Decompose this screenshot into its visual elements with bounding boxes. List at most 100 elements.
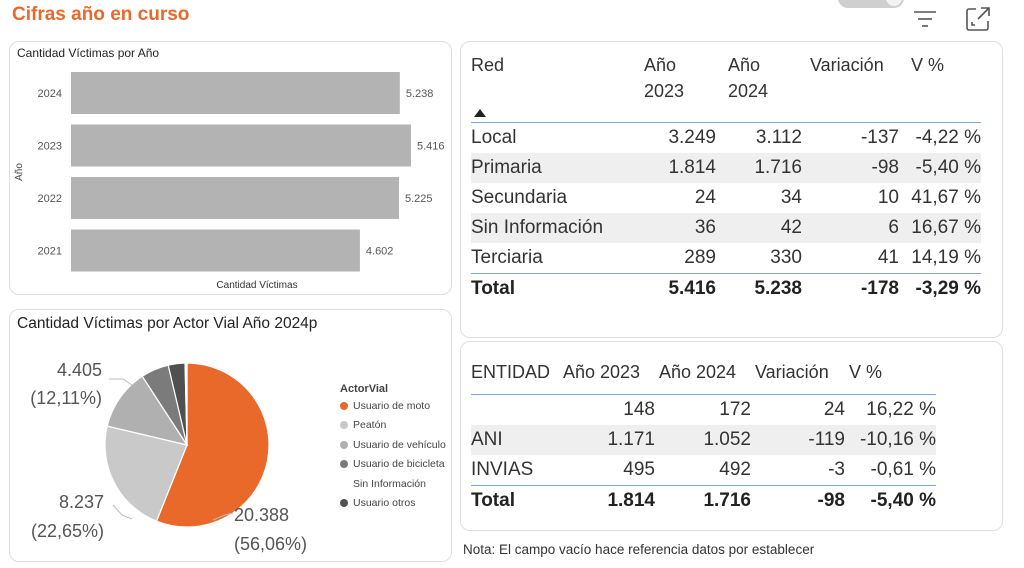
red-table: Red Año 2023 Año 2024 Variación V % Local 3… [471, 52, 981, 304]
cell: -98 [802, 153, 899, 183]
table-row[interactable]: Sin Información 36 42 6 16,67 % [471, 213, 981, 243]
cell: Total [471, 490, 515, 511]
cell: -5,40 % [870, 490, 936, 511]
cell: Terciaria [471, 247, 543, 268]
cell: -4,22 % [915, 127, 981, 148]
cell: -10,16 % [845, 425, 936, 455]
legend-label: Sin Información [353, 477, 426, 490]
filter-icon[interactable] [912, 7, 938, 31]
table-row[interactable]: 148 172 24 16,22 % [471, 395, 936, 425]
header-v-pct[interactable]: V % [849, 362, 883, 382]
sort-ascending-icon[interactable] [474, 109, 486, 117]
leader-line-moto [212, 512, 234, 521]
bar-2022[interactable] [71, 177, 400, 219]
cell [471, 395, 563, 425]
header-label: 2023 [644, 81, 685, 101]
focus-mode-icon[interactable] [964, 5, 992, 33]
header-label: Red [471, 55, 505, 75]
pie-label-vehiculo-value: 4.405 [57, 360, 102, 380]
legend-swatch [340, 401, 348, 410]
cell: 1.814 [607, 490, 655, 511]
leader-line-vehiculo [109, 378, 133, 386]
cell: Sin Información [471, 213, 636, 243]
bar-2024[interactable] [71, 72, 400, 114]
cell: 6 [802, 213, 899, 243]
bar-chart: 2024 5.238 2023 5.416 2022 5.225 2021 4.602 Año… [14, 72, 445, 291]
cell: 14,19 % [911, 247, 981, 268]
pie-label-vehiculo-pct: (12,11%) [30, 388, 102, 408]
legend-label: Peatón [353, 419, 387, 432]
cell: 10 [877, 187, 899, 208]
bar-chart-title: Cantidad Víctimas por Año [17, 46, 160, 60]
pie-chart: 4.405 (12,11%) 8.237 (22,65%) 20.388 (56… [30, 360, 307, 554]
table-row[interactable]: INVIAS 495 492 -3 -0,61 % [471, 455, 936, 485]
table-row[interactable]: ANI 1.171 1.052 -119 -10,16 % [471, 425, 936, 455]
cell: -5,40 % [899, 153, 981, 183]
cell: 1.052 [655, 425, 751, 455]
legend-item-bicicleta[interactable]: Usuario de bicicleta [340, 455, 446, 475]
entidad-table-card: ENTIDAD Año 2023 Año 2024 Variación V % … [460, 341, 1003, 531]
cell: 5.416 [668, 278, 716, 299]
pie-slice-1[interactable] [104, 425, 188, 522]
legend-item-moto[interactable]: Usuario de moto [340, 396, 446, 416]
legend-item-peaton[interactable]: Peatón [340, 416, 446, 436]
cell: Primaria [471, 153, 636, 183]
total-divider [471, 485, 936, 486]
cell: 1.171 [563, 425, 655, 455]
header-red[interactable]: Red [471, 52, 636, 122]
cell: -3 [828, 459, 845, 480]
toggle-knob [886, 0, 902, 6]
pie-slice-5[interactable] [184, 362, 188, 446]
header-label: Año [728, 55, 761, 75]
table-header-row: Red Año 2023 Año 2024 Variación V % [471, 52, 981, 122]
cell: 492 [719, 459, 751, 480]
cell: -178 [860, 278, 899, 299]
header-v-pct[interactable]: V % [911, 55, 945, 75]
y-tick-label: 2022 [38, 193, 62, 205]
bar-2021[interactable] [71, 229, 360, 272]
header-variacion[interactable]: Variación [810, 55, 884, 75]
legend-item-otros[interactable]: Usuario otros [340, 494, 446, 514]
page-title: Cifras año en curso [12, 4, 190, 25]
header-variacion[interactable]: Variación [755, 362, 829, 382]
table-row[interactable]: Local 3.249 3.112 -137 -4,22 % [471, 123, 981, 153]
bar-value-label: 5.225 [405, 193, 433, 205]
header-anio-2023[interactable]: Año 2023 [636, 52, 716, 122]
bar-value-label: 5.238 [406, 88, 434, 100]
cell: -98 [817, 490, 845, 511]
cell: 16,22 % [866, 399, 936, 420]
cell: -119 [751, 425, 845, 455]
cell: 24 [823, 399, 845, 420]
legend-swatch [340, 440, 348, 449]
cell: 24 [694, 187, 716, 208]
bar-2023[interactable] [71, 124, 411, 167]
cell: -3,29 % [915, 278, 981, 299]
header-anio-2023[interactable]: Año 2023 [563, 362, 641, 382]
cell: 1.716 [716, 153, 802, 183]
header-anio-2024[interactable]: Año 2024 [659, 362, 737, 382]
pie-chart-title: Cantidad Víctimas por Actor Vial Año 202… [17, 315, 318, 332]
table-row[interactable]: Secundaria 24 34 10 41,67 % [471, 183, 981, 213]
cell: 34 [780, 187, 802, 208]
cell: 5.238 [754, 278, 802, 299]
legend-item-vehiculo[interactable]: Usuario de vehículo [340, 435, 446, 455]
bar-chart-card: Cantidad Víctimas por Año 2024 5.238 2023 5… [9, 41, 452, 295]
cell: 42 [716, 213, 802, 243]
table-row[interactable]: Primaria 1.814 1.716 -98 -5,40 % [471, 153, 981, 183]
header-entidad[interactable]: ENTIDAD [471, 362, 551, 382]
legend-title: ActorVial [340, 383, 389, 395]
pie-slice-2[interactable] [106, 375, 189, 446]
header-label: 2024 [728, 81, 769, 101]
header-anio-2024[interactable]: Año 2024 [716, 52, 802, 122]
cell: 36 [636, 213, 716, 243]
pie-label-peaton-value: 8.237 [59, 492, 104, 512]
pie-slice-0[interactable] [155, 362, 270, 528]
pie-chart-card: Cantidad Víctimas por Actor Vial Año 202… [9, 309, 452, 562]
legend-swatch [340, 460, 348, 469]
cell: 1.814 [636, 153, 716, 183]
pie-label-moto-value: 20.388 [234, 505, 289, 525]
toggle-switch[interactable] [838, 0, 904, 8]
pie-legend: Usuario de moto Peatón Usuario de vehícu… [340, 396, 446, 513]
legend-item-sin-informacion[interactable]: Sin Información [340, 474, 446, 494]
table-row[interactable]: Terciaria 289 330 41 14,19 % [471, 243, 981, 273]
